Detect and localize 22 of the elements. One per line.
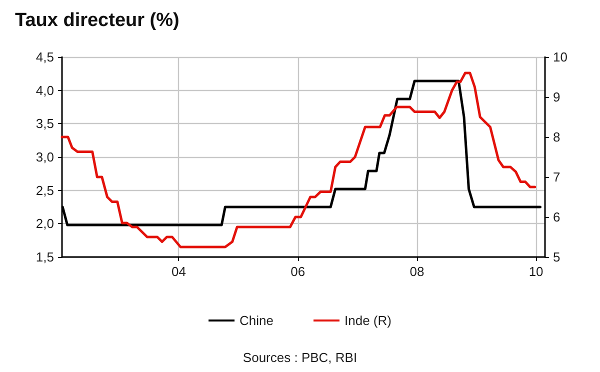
y-tick-label: 2,0 [36,216,54,232]
x-tick-label: 06 [290,264,306,279]
y-tick-label: 4,5 [36,50,54,64]
y-tick-label: 3,5 [36,116,54,132]
line-series [60,72,536,248]
x-tick-label: 04 [171,264,186,279]
x-tick-label: 08 [410,264,424,279]
y-tick-label: 1,5 [36,250,54,264]
y2-tick-label: 6 [553,210,560,224]
chart-title: Taux directeur (%) [15,10,180,31]
y2-tick-label: 7 [553,170,560,184]
y-tick-label: 2,5 [36,182,54,198]
y2-tick-label: 10 [553,50,568,64]
source-note: Sources : PBC, RBI [242,350,358,365]
legend-label: Inde (R) [344,313,392,328]
y-tick-label: 4,0 [36,82,54,98]
legend-label: Chine [240,313,274,328]
y2-tick-label: 8 [553,130,560,144]
y2-tick-label: 5 [553,250,560,264]
y2-tick-label: 9 [553,90,560,104]
y-tick-label: 3,0 [36,150,54,164]
x-tick-label: 10 [528,264,544,279]
